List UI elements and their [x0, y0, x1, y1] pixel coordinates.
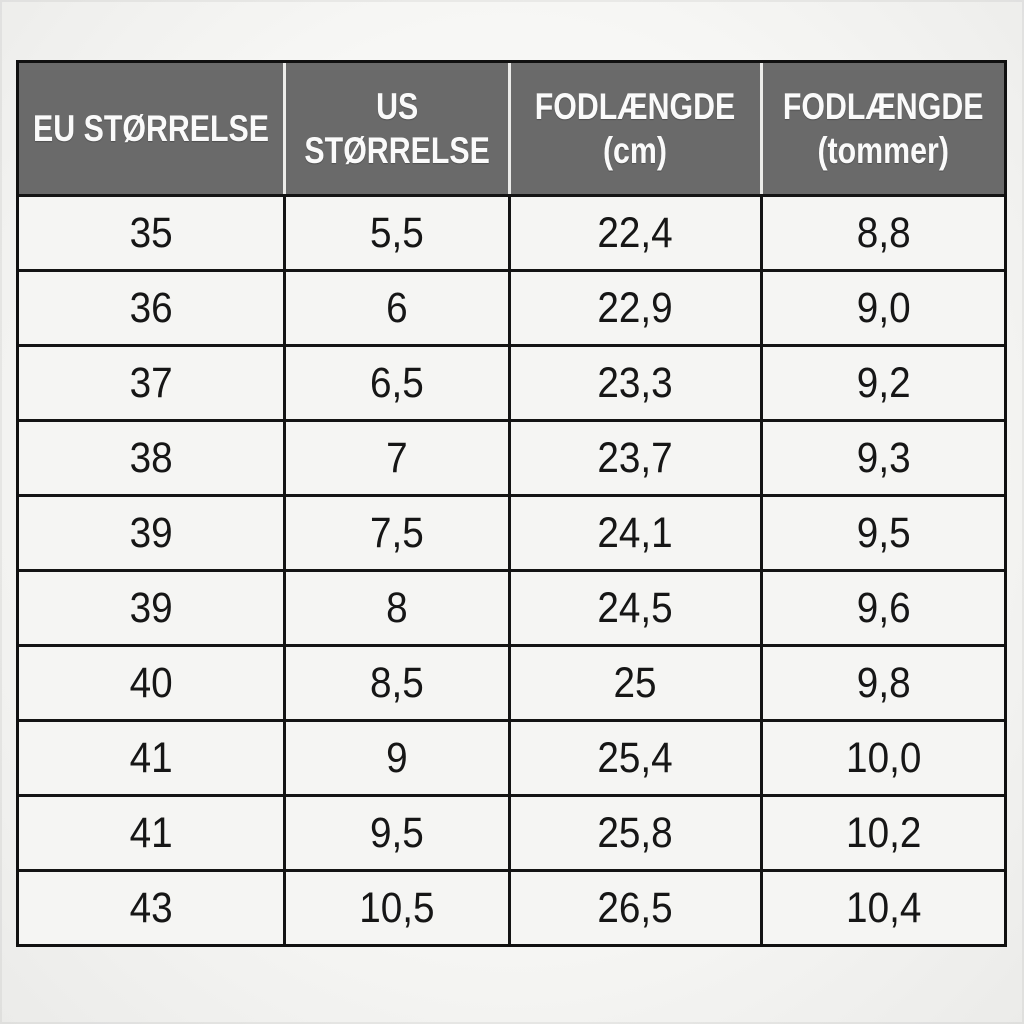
column-header-foot-length-inches: FODLÆNGDE (tommer) — [759, 63, 1004, 194]
table-cell-inches: 10,0 — [759, 719, 1004, 794]
table-cell-cm: 23,7 — [507, 419, 760, 494]
column-header-label: EU STØRRELSE — [32, 107, 269, 149]
column-header-label: FODLÆNGDE (cm) — [534, 85, 736, 171]
table-cell-inches: 10,4 — [759, 869, 1004, 944]
table-row: 38 7 23,7 9,3 — [19, 419, 1004, 494]
table-cell-cm: 25,4 — [507, 719, 760, 794]
table-cell-eu: 36 — [19, 269, 283, 344]
table-row: 43 10,5 26,5 10,4 — [19, 869, 1004, 944]
table-cell-eu: 39 — [19, 569, 283, 644]
table-row: 36 6 22,9 9,0 — [19, 269, 1004, 344]
table-cell-inches: 9,2 — [759, 344, 1004, 419]
column-header-eu-size: EU STØRRELSE — [19, 63, 283, 194]
table-cell-inches: 9,0 — [759, 269, 1004, 344]
table-cell-cm: 22,9 — [507, 269, 760, 344]
table-cell-inches: 8,8 — [759, 194, 1004, 269]
table-cell-eu: 43 — [19, 869, 283, 944]
table-cell-cm: 25 — [507, 644, 760, 719]
table-cell-cm: 24,1 — [507, 494, 760, 569]
table-cell-cm: 24,5 — [507, 569, 760, 644]
table-cell-inches: 9,5 — [759, 494, 1004, 569]
table-cell-us: 5,5 — [282, 194, 508, 269]
table-cell-inches: 9,6 — [759, 569, 1004, 644]
column-header-us-size: US STØRRELSE — [282, 63, 508, 194]
table-cell-us: 8,5 — [282, 644, 508, 719]
table-cell-cm: 25,8 — [507, 794, 760, 869]
column-header-label: FODLÆNGDE (tommer) — [783, 85, 984, 171]
table-cell-inches: 10,2 — [759, 794, 1004, 869]
table-cell-eu: 40 — [19, 644, 283, 719]
table-cell-us: 9 — [282, 719, 508, 794]
column-header-foot-length-cm: FODLÆNGDE (cm) — [507, 63, 760, 194]
column-header-label: US STØRRELSE — [304, 85, 490, 171]
table-row: 35 5,5 22,4 8,8 — [19, 194, 1004, 269]
table-cell-inches: 9,8 — [759, 644, 1004, 719]
table-row: 39 8 24,5 9,6 — [19, 569, 1004, 644]
table-cell-cm: 26,5 — [507, 869, 760, 944]
table-cell-us: 8 — [282, 569, 508, 644]
table-cell-eu: 41 — [19, 794, 283, 869]
table-cell-eu: 37 — [19, 344, 283, 419]
table-cell-eu: 38 — [19, 419, 283, 494]
table-row: 40 8,5 25 9,8 — [19, 644, 1004, 719]
table-row: 39 7,5 24,1 9,5 — [19, 494, 1004, 569]
table-cell-us: 6 — [282, 269, 508, 344]
table-cell-us: 10,5 — [282, 869, 508, 944]
shoe-size-conversion-table: EU STØRRELSE US STØRRELSE FODLÆNGDE (cm)… — [16, 60, 1007, 947]
table-cell-us: 7 — [282, 419, 508, 494]
table-cell-cm: 23,3 — [507, 344, 760, 419]
table-row: 41 9,5 25,8 10,2 — [19, 794, 1004, 869]
table-cell-us: 7,5 — [282, 494, 508, 569]
table-cell-eu: 41 — [19, 719, 283, 794]
table-header-row: EU STØRRELSE US STØRRELSE FODLÆNGDE (cm)… — [19, 63, 1004, 194]
table-cell-eu: 39 — [19, 494, 283, 569]
table-cell-us: 6,5 — [282, 344, 508, 419]
table-row: 41 9 25,4 10,0 — [19, 719, 1004, 794]
table-cell-inches: 9,3 — [759, 419, 1004, 494]
table-cell-us: 9,5 — [282, 794, 508, 869]
table-row: 37 6,5 23,3 9,2 — [19, 344, 1004, 419]
table-cell-eu: 35 — [19, 194, 283, 269]
table-cell-cm: 22,4 — [507, 194, 760, 269]
